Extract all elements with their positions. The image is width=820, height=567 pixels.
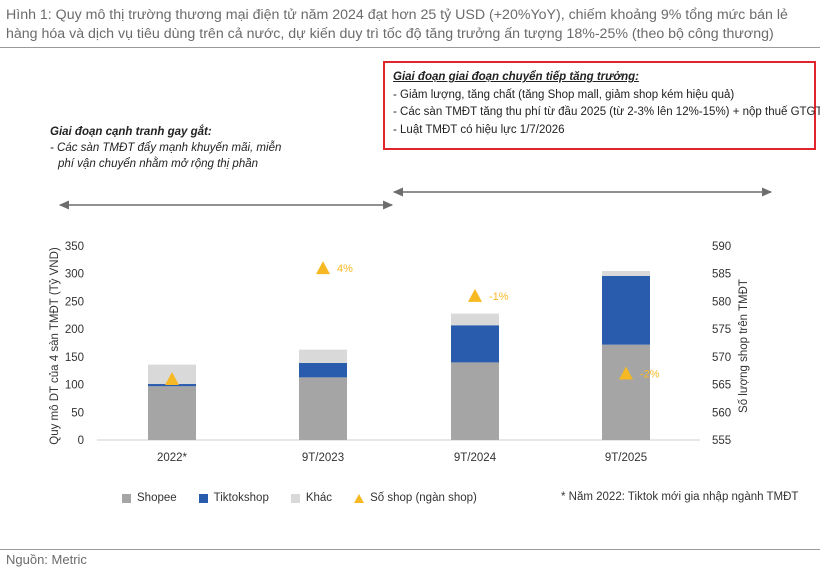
phase-note-left-line: - Các sàn TMĐT đẩy mạnh khuyến mãi, miễn	[50, 142, 282, 154]
bar-tiktokshop	[148, 384, 196, 387]
triangle-marker-icon	[354, 493, 365, 503]
legend-label: Tiktokshop	[213, 492, 269, 504]
phase-note-box-item: - Các sàn TMĐT tăng thu phí từ đầu 2025 …	[393, 106, 820, 118]
shop-growth-label: -2%	[640, 368, 660, 380]
source-note: Nguồn: Metric	[6, 552, 87, 567]
y-tick-label-left: 350	[65, 241, 84, 253]
shop-count-markers: 4% -1% -2%	[165, 261, 660, 386]
y-tick-label-left: 300	[65, 269, 84, 281]
phase-note-box-heading: Giai đoạn giai đoạn chuyển tiếp tăng trư…	[393, 71, 639, 83]
y-tick-label-right: 585	[712, 269, 731, 281]
bar-shopee	[451, 362, 499, 440]
shop-count-marker	[468, 288, 482, 302]
bar-shopee	[148, 386, 196, 440]
bars-group	[148, 270, 650, 440]
bar-khac	[451, 313, 499, 326]
legend-entry-khac: Khác	[290, 492, 333, 504]
bar-tiktokshop	[602, 275, 650, 345]
y-tick-label-right: 575	[712, 324, 731, 336]
shop-growth-label: 4%	[337, 263, 353, 275]
x-tick-label: 2022*	[157, 452, 188, 464]
bar-khac	[602, 270, 650, 276]
chart-footnote: * Năm 2022: Tiktok mới gia nhập ngành TM…	[561, 491, 799, 503]
y-tick-label-left: 150	[65, 352, 84, 364]
y-tick-label-right: 590	[712, 241, 731, 253]
y-axis-left-label: Quy mô DT của 4 sàn TMĐT (Tỷ VND)	[49, 247, 61, 445]
bottom-divider	[0, 549, 820, 550]
legend-label: Shopee	[137, 492, 177, 504]
bar-tiktokshop	[451, 325, 499, 363]
legend-entry-shop-count: Số shop (ngàn shop)	[354, 492, 477, 504]
top-divider	[0, 47, 820, 48]
x-tick-label: 9T/2023	[302, 452, 344, 464]
chart-legend: Shopee Tiktokshop Khác Số shop (ngàn sho…	[122, 492, 477, 504]
y-tick-label-right: 580	[712, 296, 731, 308]
legend-swatch-khac	[290, 493, 300, 503]
legend-label: Số shop (ngàn shop)	[370, 492, 477, 504]
y-tick-label-right: 555	[712, 435, 731, 447]
y-tick-label-right: 570	[712, 352, 731, 364]
x-tick-label: 9T/2025	[605, 452, 647, 464]
y-tick-label-right: 565	[712, 380, 731, 392]
y-tick-label-left: 250	[65, 296, 84, 308]
shop-count-marker	[165, 372, 179, 386]
phase-note-box: Giai đoạn giai đoạn chuyển tiếp tăng trư…	[383, 61, 820, 150]
legend-entry-shopee: Shopee	[122, 492, 177, 504]
phase-note-box-item: - Giảm lượng, tăng chất (tăng Shop mall,…	[393, 88, 735, 101]
phase-note-left-line: phí vận chuyển nhằm mở rộng thị phần	[58, 158, 259, 170]
phase-note-left: Giai đoạn cạnh tranh gay gắt: - Các sàn …	[50, 124, 310, 172]
legend-entry-tiktokshop: Tiktokshop	[198, 492, 269, 504]
chart-title: Hình 1: Quy mô thị trường thương mại điệ…	[6, 7, 788, 42]
y-tick-label-left: 0	[78, 435, 84, 447]
y-tick-label-right: 560	[712, 407, 731, 419]
legend-label: Khác	[305, 492, 333, 504]
y-tick-label-left: 200	[65, 324, 84, 336]
x-axis: 2022* 9T/2023 9T/2024 9T/2025	[157, 452, 647, 464]
bar-shopee	[602, 344, 650, 440]
legend-swatch-tiktokshop	[198, 493, 208, 503]
phase-note-left-heading: Giai đoạn cạnh tranh gay gắt:	[50, 126, 212, 138]
y-axis-right-label: Số lượng shop trên TMĐT	[738, 279, 750, 413]
y-tick-label-left: 100	[65, 380, 84, 392]
shop-count-marker	[619, 366, 633, 380]
x-tick-label: 9T/2024	[454, 452, 497, 464]
legend-swatch-shopee	[122, 493, 131, 503]
shop-growth-label: -1%	[489, 291, 509, 303]
y-tick-label-left: 50	[71, 407, 84, 419]
y-axis-right: 555 560 565 570 575 580 585 590	[712, 241, 731, 447]
bar-shopee	[299, 377, 347, 440]
y-axis-left: 0 50 100 150 200 250 300 350	[65, 241, 84, 447]
bar-tiktokshop	[299, 362, 347, 378]
shop-count-marker	[316, 261, 330, 275]
phase-note-box-item: - Luật TMĐT có hiệu lực 1/7/2026	[393, 123, 565, 136]
bar-khac	[299, 349, 347, 363]
